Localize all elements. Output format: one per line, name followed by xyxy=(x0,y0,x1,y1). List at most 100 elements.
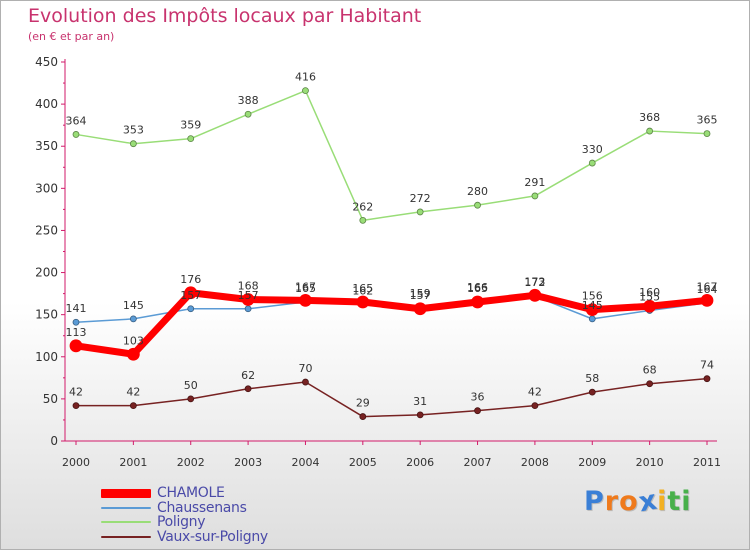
series-line xyxy=(72,289,711,358)
data-label: 165 xyxy=(467,282,488,295)
data-point xyxy=(359,216,367,224)
data-point xyxy=(241,293,255,306)
data-point xyxy=(703,130,711,137)
logo-letter: t xyxy=(667,486,682,517)
data-point xyxy=(129,315,137,323)
data-label: 42 xyxy=(528,386,542,399)
data-label: 416 xyxy=(295,71,316,84)
y-tick-label: 150 xyxy=(35,308,58,322)
data-point xyxy=(588,388,596,396)
data-point xyxy=(72,402,80,410)
data-point xyxy=(531,402,539,410)
data-point xyxy=(69,339,83,353)
data-point xyxy=(244,305,252,313)
data-point xyxy=(187,305,195,313)
series-line xyxy=(75,377,708,418)
y-tick-label: 250 xyxy=(35,223,58,237)
legend-swatch xyxy=(101,506,151,509)
data-label: 160 xyxy=(639,286,660,299)
data-label: 70 xyxy=(298,362,312,375)
data-point xyxy=(244,110,252,118)
data-label: 68 xyxy=(643,364,657,377)
data-point xyxy=(703,375,711,383)
data-label: 167 xyxy=(295,280,316,293)
data-label: 31 xyxy=(413,395,427,408)
data-label: 167 xyxy=(697,280,718,293)
legend-item: CHAMOLE xyxy=(101,486,268,501)
legend-label: Vaux-sur-Poligny xyxy=(157,528,268,545)
legend-swatch xyxy=(101,535,151,538)
data-label: 368 xyxy=(639,111,660,124)
data-label: 164 xyxy=(697,283,718,296)
data-point xyxy=(129,140,137,148)
data-label: 157 xyxy=(238,289,259,302)
data-label: 262 xyxy=(352,200,373,213)
y-tick-label: 100 xyxy=(35,350,58,364)
logo-letter: P xyxy=(584,486,605,517)
data-label: 173 xyxy=(524,275,545,288)
data-label: 272 xyxy=(410,192,431,205)
data-label: 388 xyxy=(238,94,259,107)
x-tick-label: 2009 xyxy=(578,456,606,469)
data-point xyxy=(646,380,654,388)
x-tick-label: 2010 xyxy=(636,456,664,469)
data-label: 176 xyxy=(180,273,201,286)
data-point xyxy=(531,192,539,200)
data-label: 157 xyxy=(180,289,201,302)
x-tick-label: 2008 xyxy=(521,456,549,469)
data-point xyxy=(129,402,137,410)
x-tick-label: 2005 xyxy=(349,456,377,469)
x-tick-label: 2006 xyxy=(406,456,434,469)
data-label: 42 xyxy=(126,386,140,399)
data-label: 162 xyxy=(352,285,373,298)
data-label: 42 xyxy=(69,386,83,399)
data-point xyxy=(588,315,596,323)
data-point xyxy=(471,295,484,309)
y-tick-label: 0 xyxy=(50,434,58,448)
data-label: 157 xyxy=(410,289,431,302)
data-label: 364 xyxy=(66,114,87,127)
x-tick-label: 2007 xyxy=(464,456,492,469)
data-label: 62 xyxy=(241,369,255,382)
x-tick-label: 2000 xyxy=(62,456,90,469)
y-tick-label: 350 xyxy=(35,139,58,153)
x-tick-label: 2004 xyxy=(291,456,319,469)
logo-letter: i xyxy=(657,486,668,517)
data-point xyxy=(359,413,367,420)
data-label: 165 xyxy=(295,282,316,295)
data-point xyxy=(244,385,252,393)
legend-swatch xyxy=(101,521,151,524)
data-point xyxy=(528,288,542,302)
legend-label: Poligny xyxy=(157,514,206,531)
series-line xyxy=(75,89,708,222)
data-point xyxy=(588,159,596,167)
y-tick-label: 200 xyxy=(35,266,58,280)
x-tick-label: 2003 xyxy=(234,456,262,469)
legend-item: Vaux-sur-Poligny xyxy=(101,530,268,545)
data-label: 330 xyxy=(582,143,603,156)
data-label: 365 xyxy=(697,114,718,127)
data-point xyxy=(184,286,198,300)
data-point xyxy=(302,87,309,95)
data-point xyxy=(72,131,80,138)
data-point xyxy=(72,318,80,326)
data-point xyxy=(413,302,427,316)
x-tick-label: 2002 xyxy=(177,456,205,469)
data-point xyxy=(700,293,714,307)
data-label: 155 xyxy=(639,290,660,303)
data-point xyxy=(126,347,140,361)
y-tick-label: 50 xyxy=(43,392,58,406)
legend-label: Chaussenans xyxy=(157,499,247,516)
data-label: 291 xyxy=(524,176,545,189)
chart-subtitle: (en € et par an) xyxy=(28,30,115,43)
data-point xyxy=(643,299,657,313)
data-point xyxy=(474,407,481,415)
logo-letter: r xyxy=(604,486,620,517)
data-label: 168 xyxy=(238,280,259,293)
data-label: 74 xyxy=(700,359,714,372)
chart-title: Evolution des Impôts locaux par Habitant xyxy=(28,5,422,27)
data-point xyxy=(474,201,481,209)
legend-swatch xyxy=(101,488,151,498)
data-label: 359 xyxy=(180,119,201,132)
